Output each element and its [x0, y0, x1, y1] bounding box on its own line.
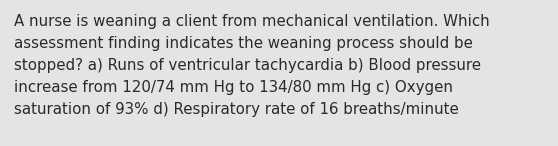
- Text: stopped? a) Runs of ventricular tachycardia b) Blood pressure: stopped? a) Runs of ventricular tachycar…: [14, 58, 481, 73]
- Text: A nurse is weaning a client from mechanical ventilation. Which: A nurse is weaning a client from mechani…: [14, 14, 490, 29]
- Text: saturation of 93% d) Respiratory rate of 16 breaths/minute: saturation of 93% d) Respiratory rate of…: [14, 102, 459, 117]
- Text: increase from 120/74 mm Hg to 134/80 mm Hg c) Oxygen: increase from 120/74 mm Hg to 134/80 mm …: [14, 80, 453, 95]
- Text: assessment finding indicates the weaning process should be: assessment finding indicates the weaning…: [14, 36, 473, 51]
